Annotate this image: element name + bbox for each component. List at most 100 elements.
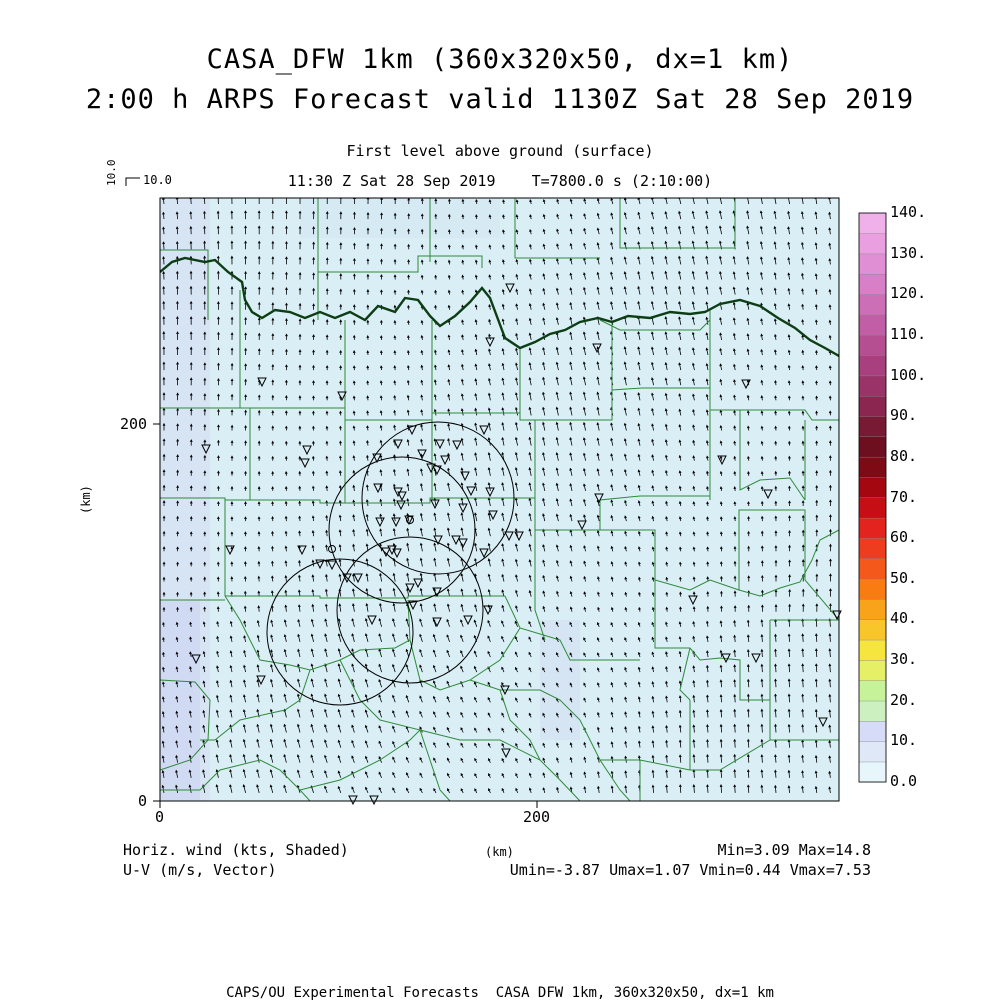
wind-vector <box>379 439 383 446</box>
wind-vector <box>555 376 559 386</box>
wind-vector <box>405 756 410 763</box>
wind-vector <box>364 618 369 627</box>
wind-vector <box>828 648 832 658</box>
wind-vector <box>488 274 492 280</box>
wind-vector <box>473 650 478 658</box>
wind-vector <box>610 741 614 748</box>
wind-vector <box>746 317 750 325</box>
wind-vector <box>774 633 777 642</box>
wind-vector <box>189 591 193 597</box>
wind-vector <box>665 500 668 507</box>
wind-vector <box>189 665 192 673</box>
colorbar-swatch <box>858 233 887 255</box>
wind-vector <box>176 423 180 431</box>
wind-vector <box>556 606 559 612</box>
colorbar-swatch <box>858 294 887 316</box>
wind-vector <box>637 226 641 235</box>
wind-vector <box>569 287 573 295</box>
wind-vector <box>501 757 505 763</box>
wind-vector <box>733 575 737 582</box>
wind-vector <box>433 726 437 733</box>
wind-vector <box>257 210 261 220</box>
wind-vector <box>502 259 505 265</box>
wind-vector <box>352 425 356 431</box>
wind-vector <box>365 573 369 582</box>
wind-vector <box>760 395 764 401</box>
wind-vector <box>814 678 818 688</box>
wind-vector <box>284 515 288 522</box>
wind-vector <box>162 591 166 597</box>
wind-vector <box>379 469 383 476</box>
wind-vector <box>379 410 383 416</box>
wind-vector <box>365 558 369 567</box>
wind-vector <box>569 361 573 371</box>
wind-vector <box>501 620 505 627</box>
wind-vector <box>419 542 423 552</box>
wind-vector <box>405 772 410 778</box>
wind-vector <box>720 590 723 597</box>
wind-vector <box>719 708 723 718</box>
wind-vector <box>637 376 641 386</box>
wind-vector <box>692 485 696 491</box>
wind-vector <box>583 301 586 310</box>
wind-vector <box>162 546 166 552</box>
wind-vector <box>788 544 791 552</box>
wind-vector <box>801 365 805 371</box>
wind-vector <box>542 346 546 356</box>
wind-vector <box>678 424 682 431</box>
wind-vector <box>815 395 819 401</box>
wind-vector <box>624 681 627 688</box>
wind-vector <box>162 270 166 280</box>
wind-vector <box>229 753 233 763</box>
legend-min-max: Min=3.09 Max=14.8 <box>717 841 871 859</box>
wind-vector <box>393 394 397 401</box>
wind-vector <box>378 786 382 794</box>
wind-vector <box>189 408 193 416</box>
wind-vector <box>175 754 179 763</box>
wind-vector <box>542 757 546 763</box>
wind-vector <box>230 285 234 295</box>
wind-vector <box>583 637 586 643</box>
wind-vector <box>556 575 559 582</box>
wind-vector <box>650 331 654 340</box>
wind-vector <box>678 739 682 748</box>
wind-vector <box>244 409 248 416</box>
wind-vector <box>624 740 628 748</box>
wind-vector <box>650 255 654 265</box>
wind-vector <box>460 452 464 461</box>
wind-vector <box>787 287 791 295</box>
wind-vector <box>747 545 751 552</box>
wind-vector <box>665 515 668 522</box>
wind-vector <box>392 587 396 597</box>
wind-vector <box>298 364 302 371</box>
wind-vector <box>325 288 329 295</box>
wind-vector <box>828 484 832 491</box>
wind-vector <box>446 696 450 703</box>
wind-vector <box>788 485 791 491</box>
wind-vector <box>501 482 505 491</box>
wind-vector <box>800 211 804 220</box>
wind-vector <box>461 378 464 386</box>
wind-vector <box>596 271 600 280</box>
wind-vector <box>814 663 818 673</box>
station-marker <box>397 491 407 502</box>
wind-vector <box>514 466 518 476</box>
wind-vector <box>244 440 248 446</box>
wind-vector <box>229 709 233 718</box>
wind-vector <box>556 590 559 597</box>
wind-vector <box>298 302 302 310</box>
wind-vector <box>244 561 247 567</box>
wind-vector <box>746 663 750 673</box>
wind-vector <box>256 753 260 763</box>
wind-vector <box>623 376 627 386</box>
wind-vector <box>515 589 518 597</box>
wind-vector <box>474 588 478 597</box>
wind-vector <box>283 708 287 718</box>
wind-vector <box>637 407 641 416</box>
wind-vector <box>515 697 518 703</box>
wind-vector <box>189 439 193 446</box>
wind-vector <box>501 274 505 280</box>
wind-vector <box>243 635 247 642</box>
wind-vector <box>446 557 450 567</box>
wind-vector <box>733 516 737 522</box>
